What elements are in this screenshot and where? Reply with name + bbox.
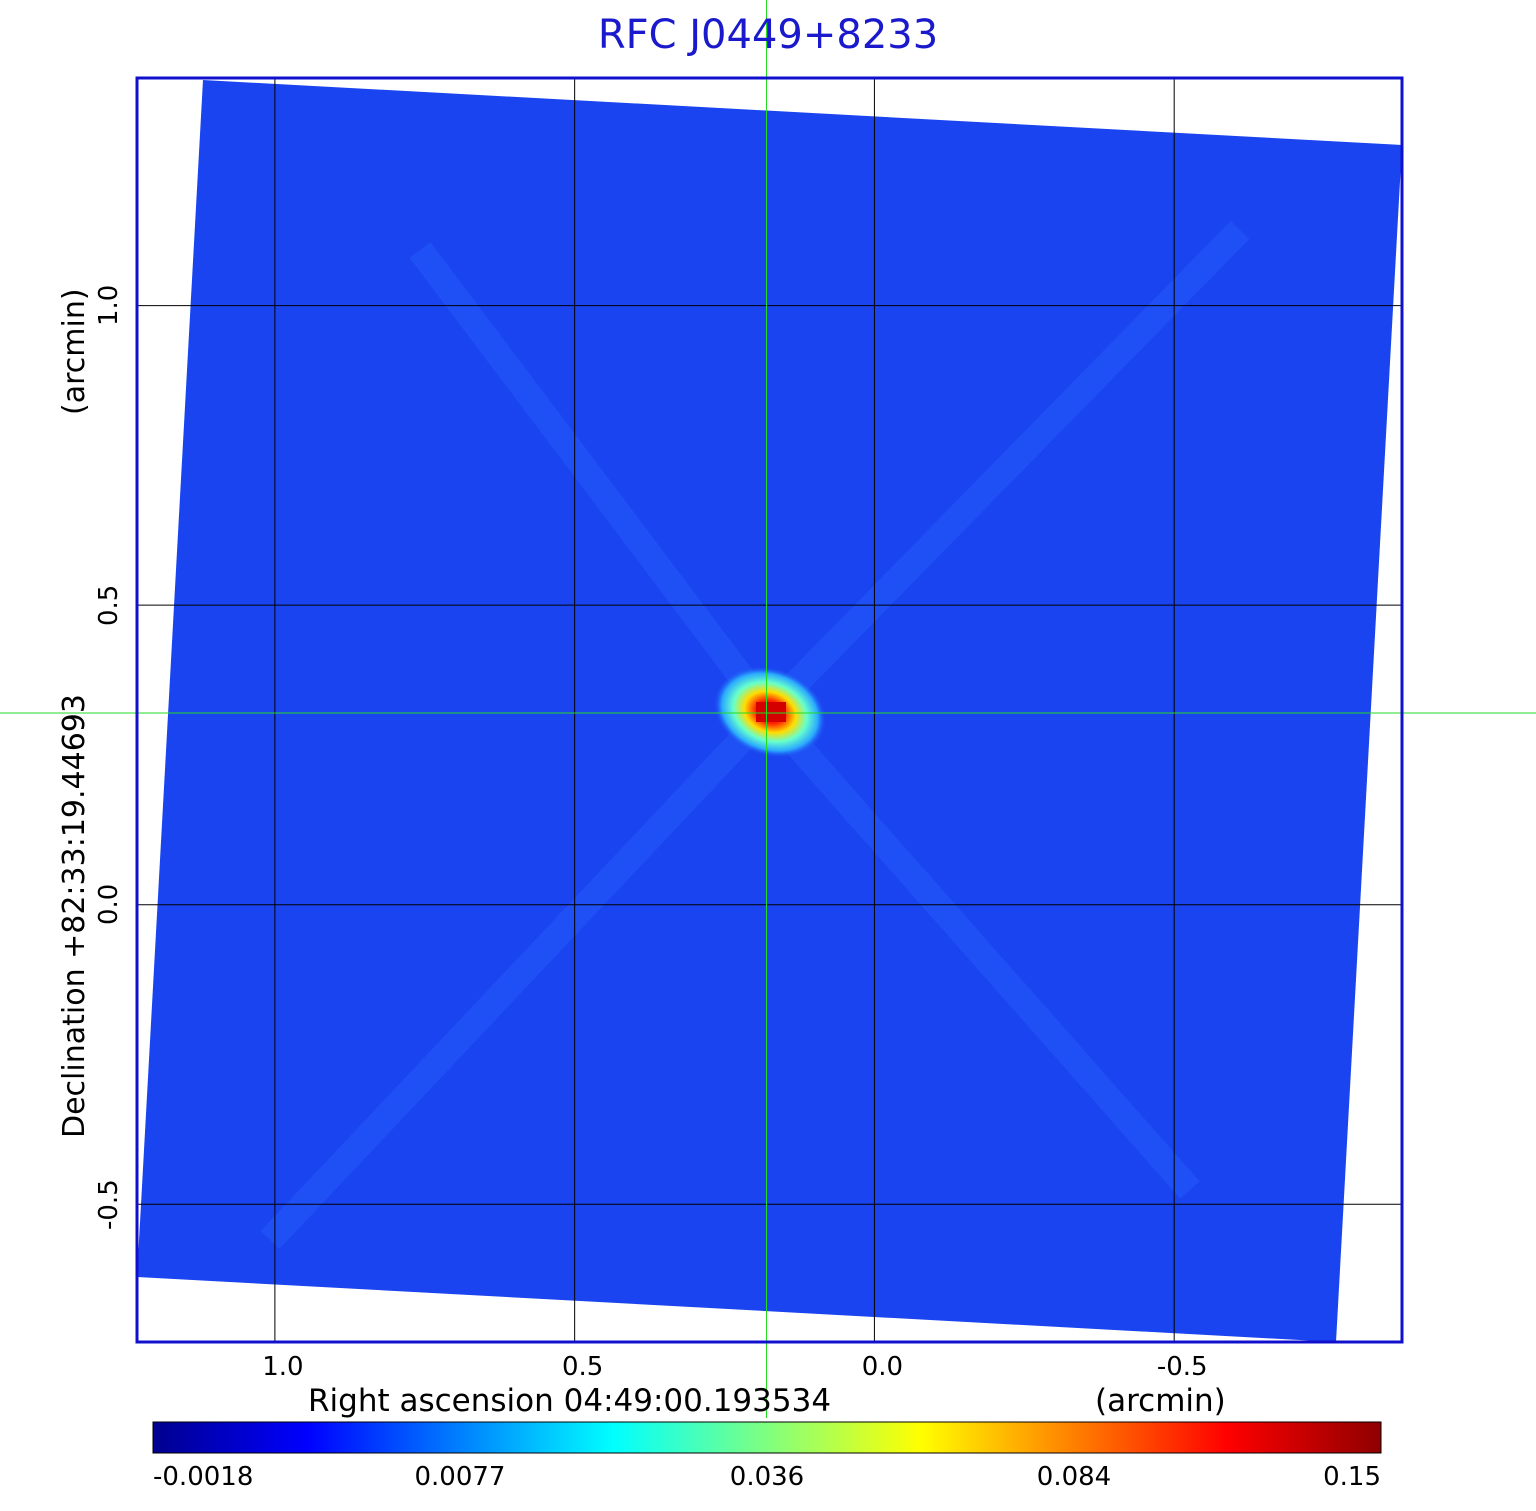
chart-title: RFC J0449+8233 [597,12,939,58]
colorbar [152,1421,1382,1454]
x-tick-label: 0.5 [561,1352,604,1382]
x-axis-unit: (arcmin) [1095,1383,1226,1419]
colorbar-label: -0.0018 [153,1462,254,1492]
coordinate-grid [137,78,1402,1342]
colorbar-label: 0.0077 [414,1462,506,1492]
y-axis-unit: (arcmin) [57,288,92,415]
y-axis-title: Declination +82:33:19.44693 [57,694,92,1138]
x-tick-label: -0.5 [1156,1352,1208,1382]
y-tick-label: -0.5 [94,1178,124,1230]
colorbar-label: 0.084 [1036,1462,1112,1492]
y-tick-label: 1.0 [94,284,124,327]
colorbar-label: 0.036 [729,1462,805,1492]
source-peak [756,702,786,722]
x-tick-label: 0.0 [861,1352,904,1382]
colorbar-label: 0.15 [1323,1462,1381,1492]
crosshair [0,0,1536,1418]
x-axis-title: Right ascension 04:49:00.193534 [308,1383,832,1419]
x-tick-label: 1.0 [262,1352,304,1382]
plot-frame [135,76,1404,1344]
sidelobe-streaks [260,220,1250,1249]
y-tick-label: 0.0 [94,883,124,926]
y-tick-label: 0.5 [94,584,124,626]
